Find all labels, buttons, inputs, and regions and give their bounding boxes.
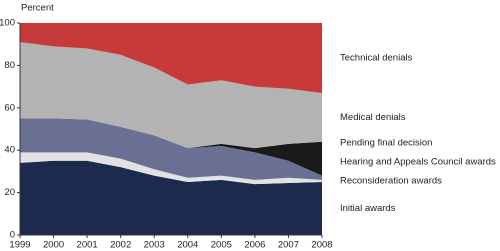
x-tick-label: 1999: [9, 240, 30, 251]
legend-label: Hearing and Appeals Council awards: [340, 156, 496, 167]
area: [20, 160, 322, 235]
legend-label: Medical denials: [340, 112, 406, 123]
legend-label: Pending final decision: [340, 137, 432, 148]
y-axis-label: Percent: [21, 3, 54, 14]
x-tick-label: 2003: [144, 240, 165, 251]
area: [20, 23, 322, 93]
x-tick-label: 2007: [278, 240, 299, 251]
x-tick-label: 2004: [177, 240, 198, 251]
area: [20, 42, 322, 149]
x-tick-label: 2008: [311, 240, 332, 251]
y-tick-label: 60: [4, 102, 15, 113]
legend-label: Initial awards: [340, 203, 396, 214]
legend-label: Reconsideration awards: [340, 175, 442, 186]
y-tick-label: 100: [0, 18, 15, 29]
x-tick-label: 2002: [110, 240, 131, 251]
x-tick-label: 2005: [211, 240, 232, 251]
legend-label: Technical denials: [340, 52, 413, 63]
x-tick-label: 2000: [43, 240, 64, 251]
area: [20, 118, 322, 180]
y-tick-label: 80: [4, 60, 15, 71]
area: [20, 152, 322, 185]
y-tick-label: 0: [10, 230, 15, 241]
x-tick-label: 2006: [244, 240, 265, 251]
y-tick-label: 40: [4, 145, 15, 156]
x-tick-label: 2001: [77, 240, 98, 251]
y-tick-label: 20: [4, 187, 15, 198]
